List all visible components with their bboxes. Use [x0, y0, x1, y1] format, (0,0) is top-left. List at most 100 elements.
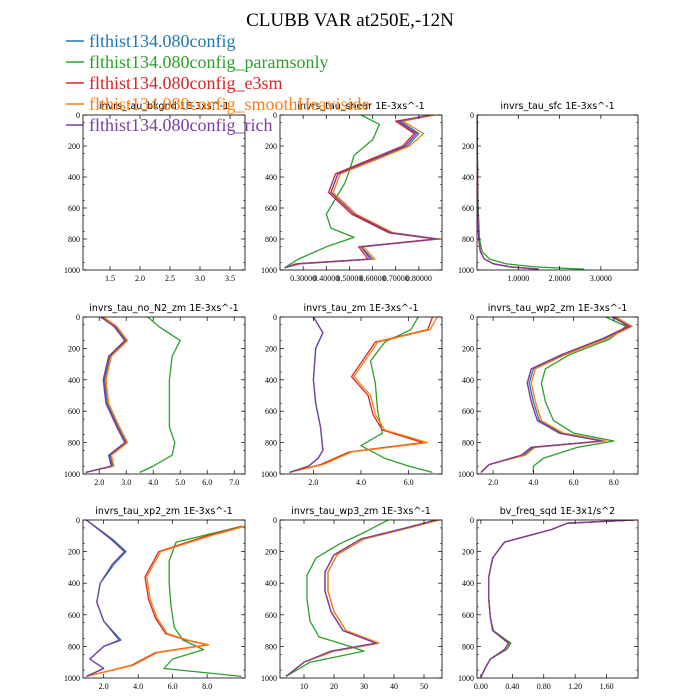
y-tick-label: 800	[68, 235, 80, 244]
x-tick-label: 2.0	[99, 682, 109, 691]
x-tick-label: 0.70000	[383, 274, 409, 283]
y-tick-label: 0	[273, 313, 277, 322]
plot-frame	[476, 519, 639, 679]
x-tick-label: 1.20	[568, 682, 582, 691]
y-tick-label: 600	[265, 407, 277, 416]
panel-title: invrs_tau_xp2_zm 1E-3xs^-1	[95, 506, 232, 517]
series-line-flthist134-080config-rich	[284, 115, 439, 269]
x-tick-label: 8.0	[609, 478, 619, 487]
x-tick-label: 3.0	[195, 274, 205, 283]
x-tick-label: 0.80	[537, 682, 551, 691]
y-tick-label: 200	[68, 142, 80, 151]
x-tick-label: 1.5	[105, 274, 115, 283]
series-group	[480, 520, 635, 678]
y-tick-label: 0	[470, 313, 474, 322]
y-tick-label: 600	[265, 204, 277, 213]
series-line-flthist134-080config	[480, 317, 631, 473]
x-tick-label: 3.5	[225, 274, 235, 283]
legend-item: flthist134.080config_smoothHeaviside	[66, 94, 369, 114]
panel-title: invrs_tau_zm 1E-3xs^-1	[304, 303, 419, 314]
y-tick-label: 1000	[458, 266, 474, 275]
y-tick-label: 200	[462, 344, 474, 353]
x-tick-label: 7.0	[229, 478, 239, 487]
x-tick-label: 0.00	[474, 682, 488, 691]
x-tick-label: 2.5	[165, 274, 175, 283]
x-tick-label: 5.0	[175, 478, 185, 487]
x-tick-label: 0.60000	[360, 274, 386, 283]
series-line-flthist134-080config-e3sm	[86, 525, 244, 678]
y-tick-label: 800	[265, 439, 277, 448]
series-line-flthist134-080config	[86, 520, 127, 677]
y-tick-label: 0	[470, 516, 474, 525]
legend: flthist134.080configflthist134.080config…	[66, 31, 369, 135]
x-tick-label: 2.0	[135, 274, 145, 283]
y-tick-label: 1000	[261, 674, 277, 683]
series-group	[284, 115, 441, 269]
series-line-flthist134-080config-rich	[85, 520, 126, 677]
series-line-flthist134-080config-e3sm	[284, 115, 436, 269]
y-tick-label: 200	[265, 142, 277, 151]
y-tick-label: 1000	[64, 674, 80, 683]
series-line-flthist134-080config-paramsonly	[477, 115, 585, 270]
series-line-flthist134-080config-smoothheaviside	[480, 317, 633, 473]
panel-0: invrs_tau_bkgnd 1E-3xs^-1 0 200 400 600 800 10…	[64, 101, 246, 283]
plot-frame	[279, 114, 443, 271]
series-group	[285, 520, 440, 677]
legend-label: flthist134.080config	[89, 31, 236, 51]
y-tick-label: 0	[273, 516, 277, 525]
panel-2: invrs_tau_sfc 1E-3xs^-1 0 200 400 600 800 1000…	[458, 101, 639, 283]
x-tick-label: 20	[330, 682, 338, 691]
figure-title: CLUBB VAR at250E,-12N	[246, 10, 454, 31]
y-tick-label: 0	[76, 313, 80, 322]
y-tick-label: 0	[470, 111, 474, 120]
x-tick-label: 4.0	[133, 682, 143, 691]
x-tick-label: 6.0	[168, 682, 178, 691]
series-group	[477, 115, 585, 270]
plot-frame	[82, 519, 246, 679]
panel-6: invrs_tau_xp2_zm 1E-3xs^-1 0 200 400 600 800 1…	[64, 506, 246, 691]
x-tick-label: 2.0	[308, 478, 318, 487]
x-tick-label: 0.40	[505, 682, 519, 691]
y-tick-label: 200	[265, 344, 277, 353]
x-tick-label: 1.0000	[507, 274, 529, 283]
panels-layer: invrs_tau_bkgnd 1E-3xs^-1020040060080010…	[64, 101, 639, 691]
series-group	[480, 317, 633, 473]
y-tick-label: 0	[76, 111, 80, 120]
x-tick-label: 3.0000	[590, 274, 612, 283]
x-tick-label: 8.0	[202, 682, 212, 691]
panel-7: invrs_tau_wp3_zm 1E-3xs^-1 0 200 400 600 800 1…	[261, 506, 443, 691]
legend-label: flthist134.080config_paramsonly	[89, 52, 328, 72]
legend-label: flthist134.080config_rich	[89, 115, 272, 135]
panel-title: invrs_tau_sfc 1E-3xs^-1	[500, 101, 614, 112]
legend-label: flthist134.080config_e3sm	[89, 73, 282, 93]
y-tick-label: 400	[68, 173, 80, 182]
y-tick-label: 800	[68, 439, 80, 448]
series-line-flthist134-080config-smoothheaviside	[477, 115, 539, 270]
series-line-flthist134-080config-smoothheaviside	[289, 317, 438, 474]
legend-label: flthist134.080config_smoothHeaviside	[89, 94, 369, 114]
y-tick-label: 0	[273, 111, 277, 120]
panel-title: invrs_tau_wp3_zm 1E-3xs^-1	[291, 506, 431, 517]
legend-item: flthist134.080config	[66, 31, 236, 51]
series-line-flthist134-080config-e3sm	[477, 115, 539, 270]
series-group	[85, 317, 181, 474]
y-tick-label: 800	[462, 642, 474, 651]
y-tick-label: 800	[462, 439, 474, 448]
x-tick-label: 0.80000	[406, 274, 432, 283]
panel-5: invrs_tau_wp2_zm 1E-3xs^-1 0 200 400 600 800 1…	[458, 303, 639, 487]
plot-frame	[82, 316, 246, 475]
y-tick-label: 800	[462, 235, 474, 244]
series-line-flthist134-080config-rich	[289, 317, 324, 474]
x-tick-label: 4.0	[148, 478, 158, 487]
plot-frame	[476, 114, 639, 271]
y-tick-label: 200	[462, 142, 474, 151]
panel-title: invrs_tau_no_N2_zm 1E-3xs^-1	[89, 303, 238, 314]
panel-4: invrs_tau_zm 1E-3xs^-1 0 200 400 600 800 1000 2…	[261, 303, 443, 487]
y-tick-label: 200	[462, 548, 474, 557]
panel-title: invrs_tau_shear 1E-3xs^-1	[297, 101, 424, 112]
x-tick-label: 1.60	[600, 682, 614, 691]
panel-8: bv_freq_sqd 1E-3x1/s^2020040060080010000…	[458, 506, 639, 691]
y-tick-label: 1000	[458, 674, 474, 683]
series-line-flthist134-080config	[289, 317, 324, 474]
plot-frame	[279, 519, 443, 679]
